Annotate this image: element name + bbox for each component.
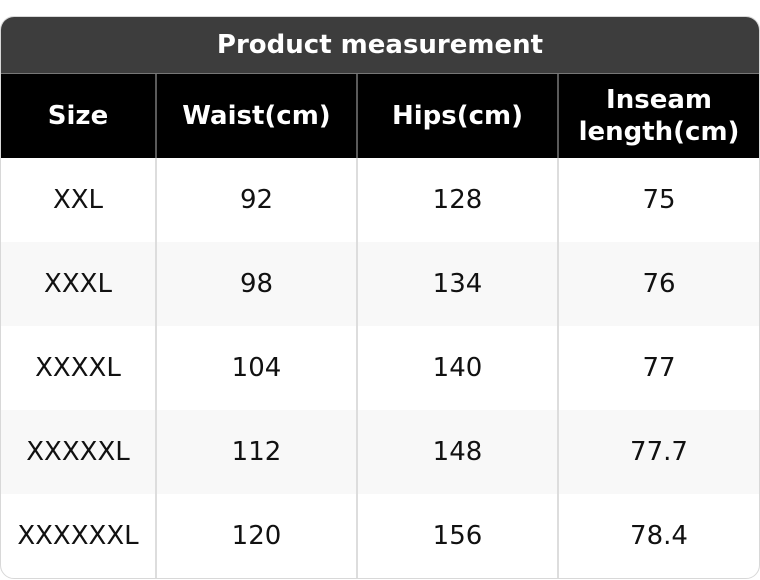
table-row: XXXL 98 134 76 — [1, 242, 759, 326]
cell-inseam: 77.7 — [557, 410, 759, 494]
cell-waist: 112 — [155, 410, 357, 494]
table-row: XXXXL 104 140 77 — [1, 326, 759, 410]
cell-waist: 92 — [155, 158, 357, 242]
table-row: XXXXXL 112 148 77.7 — [1, 410, 759, 494]
header-size: Size — [1, 74, 156, 158]
table-row: XXL 92 128 75 — [1, 158, 759, 242]
cell-size: XXXXXXL — [17, 521, 139, 551]
cell-inseam: 76 — [557, 242, 759, 326]
cell-waist: 98 — [155, 242, 357, 326]
header-waist: Waist(cm) — [155, 74, 357, 158]
table-row: XXXXXXL 120 156 78.4 — [1, 494, 759, 578]
cell-waist: 104 — [155, 326, 357, 410]
cell-inseam: 78.4 — [557, 494, 759, 578]
cell-inseam: 75 — [557, 158, 759, 242]
cell-size: XXXXXL — [1, 410, 156, 494]
cell-waist: 120 — [155, 494, 357, 578]
table-title: Product measurement — [1, 17, 759, 74]
header-row: Size Waist(cm) Hips(cm) Inseam length(cm… — [1, 74, 759, 158]
measurement-table: Size Waist(cm) Hips(cm) Inseam length(cm… — [1, 74, 759, 578]
cell-size: XXXL — [1, 242, 156, 326]
cell-hips: 140 — [356, 326, 558, 410]
cell-inseam: 77 — [557, 326, 759, 410]
cell-hips: 128 — [356, 158, 558, 242]
header-hips: Hips(cm) — [356, 74, 558, 158]
header-inseam: Inseam length(cm) — [557, 74, 759, 158]
cell-hips: 148 — [356, 410, 558, 494]
measurement-table-card: Product measurement Size Waist(cm) Hips(… — [0, 16, 760, 579]
cell-size: XXXXL — [35, 353, 121, 383]
cell-hips: 134 — [356, 242, 558, 326]
cell-size: XXL — [52, 185, 104, 215]
cell-hips: 156 — [356, 494, 558, 578]
